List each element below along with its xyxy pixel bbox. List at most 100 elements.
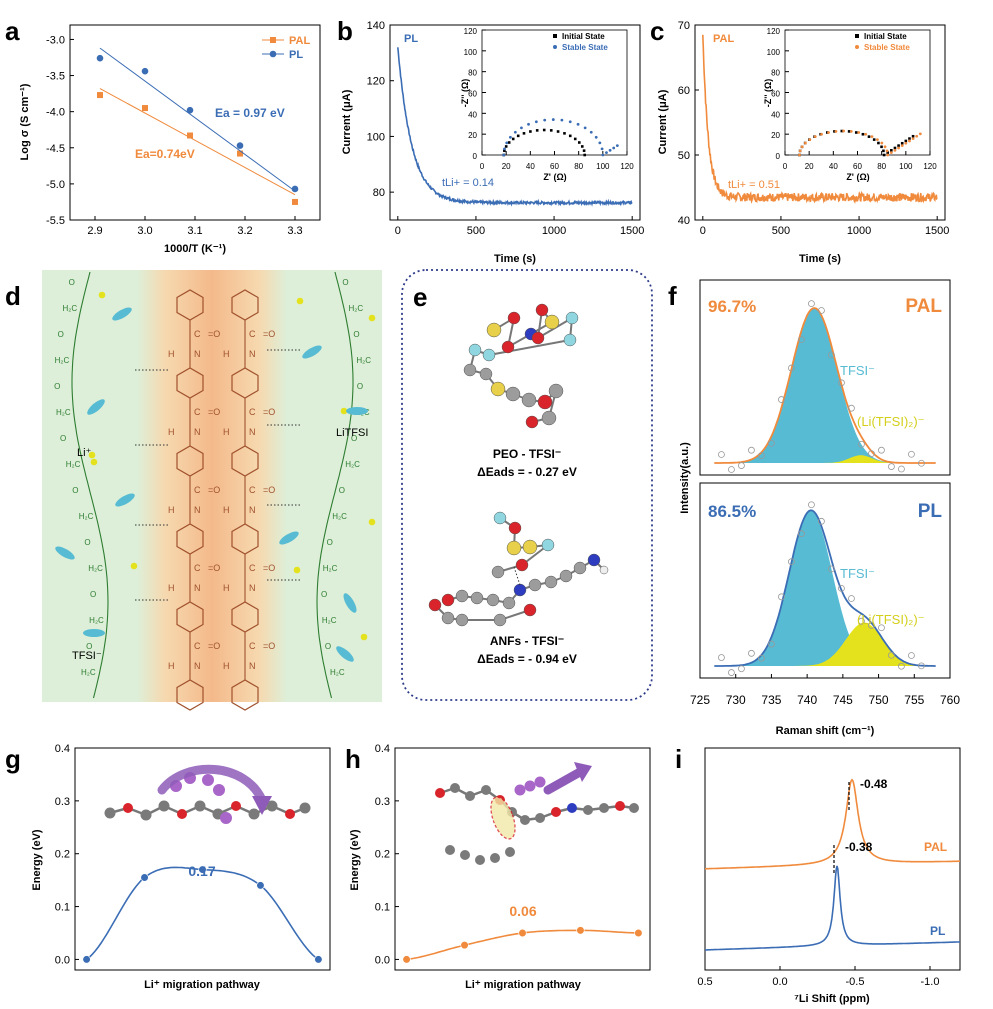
panel-f: f 725 730 735 740 745 750 755 760 96.7% PAL TFS… — [668, 279, 960, 737]
li-ion — [360, 633, 368, 641]
inset-tail-initial — [908, 137, 911, 140]
inset-point-initial — [522, 132, 526, 135]
atom — [486, 593, 500, 607]
tfsi-anion — [83, 629, 105, 637]
energy-point — [256, 881, 265, 890]
panel-b-label: b — [337, 16, 353, 46]
inset-point-initial — [840, 129, 844, 133]
panel-a-annotation-pal: Ea=0.74eV — [135, 147, 195, 161]
amide-n: N — [249, 427, 256, 437]
raman-point-pal — [908, 450, 915, 458]
panel-d-litfsi-label: LiTFSI — [336, 427, 368, 439]
panel-i-pal-curve — [705, 778, 960, 870]
panel-c-current-curve — [702, 34, 938, 204]
energy-point — [460, 941, 469, 950]
x-tick-label: 500 — [772, 225, 790, 237]
amide-c: C — [194, 329, 201, 339]
inset-point-stable — [600, 147, 604, 151]
y-tick-label: 0.2 — [375, 849, 390, 861]
panel-f-top-name: PAL — [905, 296, 942, 317]
atom — [559, 569, 573, 583]
inset-point-initial — [867, 135, 871, 138]
y-tick-label: -4.0 — [46, 107, 65, 119]
panel-i: i 0.5 0.0 -0.5 -1.0 -0.48 -0.38 PAL PL ⁷Li … — [675, 744, 961, 1005]
tfsi-anion — [55, 546, 75, 560]
atom — [506, 540, 522, 556]
panel-g-axes: 0.0 0.1 0.2 0.3 0.4 — [55, 743, 79, 966]
li-position — [202, 774, 214, 786]
y-tick-label: 40 — [771, 110, 780, 119]
panel-i-pal-name: PAL — [924, 840, 947, 854]
amide-c: C — [249, 407, 256, 417]
panel-d-structure: CN=OHCN=OHCN=OHCN=OHCN=OHCN=OHCN=OHCN=OH… — [54, 271, 376, 711]
panel-i-axes: 0.5 0.0 -0.5 -1.0 — [697, 966, 939, 988]
fit-line-pal — [99, 88, 296, 196]
inset-point-stable — [502, 153, 506, 157]
panel-c-label: c — [650, 16, 664, 46]
panel-d-label: d — [5, 281, 21, 311]
x-tick-label: 735 — [761, 693, 781, 707]
raman-point-pal — [788, 364, 795, 372]
panel-i-pal-peak: -0.48 — [860, 777, 888, 791]
inset-point-initial — [556, 130, 560, 133]
inset-point-initial — [582, 149, 586, 152]
x-tick-label: -0.5 — [846, 976, 865, 988]
raman-point-pl — [878, 624, 885, 632]
atom — [629, 803, 639, 813]
legend-pl-marker — [269, 50, 277, 58]
data-point-pal — [97, 92, 103, 99]
panel-e-anf-title: ANFs - TFSI⁻ — [490, 634, 564, 648]
inset-point-initial — [854, 131, 858, 134]
raman-point-pal — [848, 404, 855, 412]
atom — [544, 575, 558, 589]
li-ion — [368, 518, 376, 526]
peo-chain — [71, 271, 109, 699]
x-tick-label: 100 — [899, 162, 913, 171]
benzene-ring — [176, 679, 204, 711]
panel-a-xlabel: 1000/T (K⁻¹) — [164, 243, 226, 255]
x-tick-label: 3.0 — [137, 225, 152, 237]
energy-point — [314, 955, 323, 964]
inset-point-stable — [576, 122, 580, 126]
inset-point-initial — [583, 153, 587, 157]
amide-o: =O — [208, 485, 220, 495]
x-tick-label: 2.9 — [87, 225, 102, 237]
panel-e-peo-title: PEO - TFSI⁻ — [493, 447, 561, 461]
amide-o: =O — [263, 563, 275, 573]
atom — [493, 613, 507, 627]
panel-c-series-label: PAL — [713, 33, 734, 45]
raman-point-pl — [798, 530, 805, 538]
atom — [441, 593, 455, 607]
inset-point-stable — [883, 145, 887, 149]
atom — [481, 785, 491, 795]
inset-point-stable — [834, 130, 838, 133]
x-tick-label: 80 — [574, 162, 583, 171]
inset-point-initial — [861, 132, 865, 136]
panel-i-pl-curve — [705, 865, 960, 951]
amide-o: =O — [263, 485, 275, 495]
panel-g-molecule — [104, 764, 311, 824]
raman-point-pl — [898, 662, 905, 670]
legend-pal-text: PAL — [289, 35, 310, 47]
x-tick-label: 1000 — [847, 225, 871, 237]
y-tick-label: -3.0 — [46, 34, 65, 46]
panel-f-bot-pct: 86.5% — [708, 502, 756, 521]
raman-point-pal — [888, 463, 895, 470]
y-tick-label: -3.5 — [46, 71, 65, 83]
panel-c-frame — [694, 24, 946, 221]
atom — [465, 791, 475, 801]
amide-o: =O — [263, 407, 275, 417]
amide-n: N — [194, 505, 201, 515]
peo-unit: O — [84, 538, 90, 547]
x-tick-label: 120 — [620, 162, 634, 171]
raman-point-pal — [918, 459, 925, 467]
panel-b-legend-initial: Initial State — [562, 32, 605, 41]
amide-n: N — [249, 661, 256, 671]
atom — [266, 800, 278, 812]
panel-f-plots: 725 730 735 740 745 750 755 760 — [690, 300, 960, 707]
atom — [450, 783, 460, 793]
atom — [541, 410, 557, 426]
x-tick-label: 0 — [783, 162, 788, 171]
data-point-pal — [142, 105, 148, 112]
